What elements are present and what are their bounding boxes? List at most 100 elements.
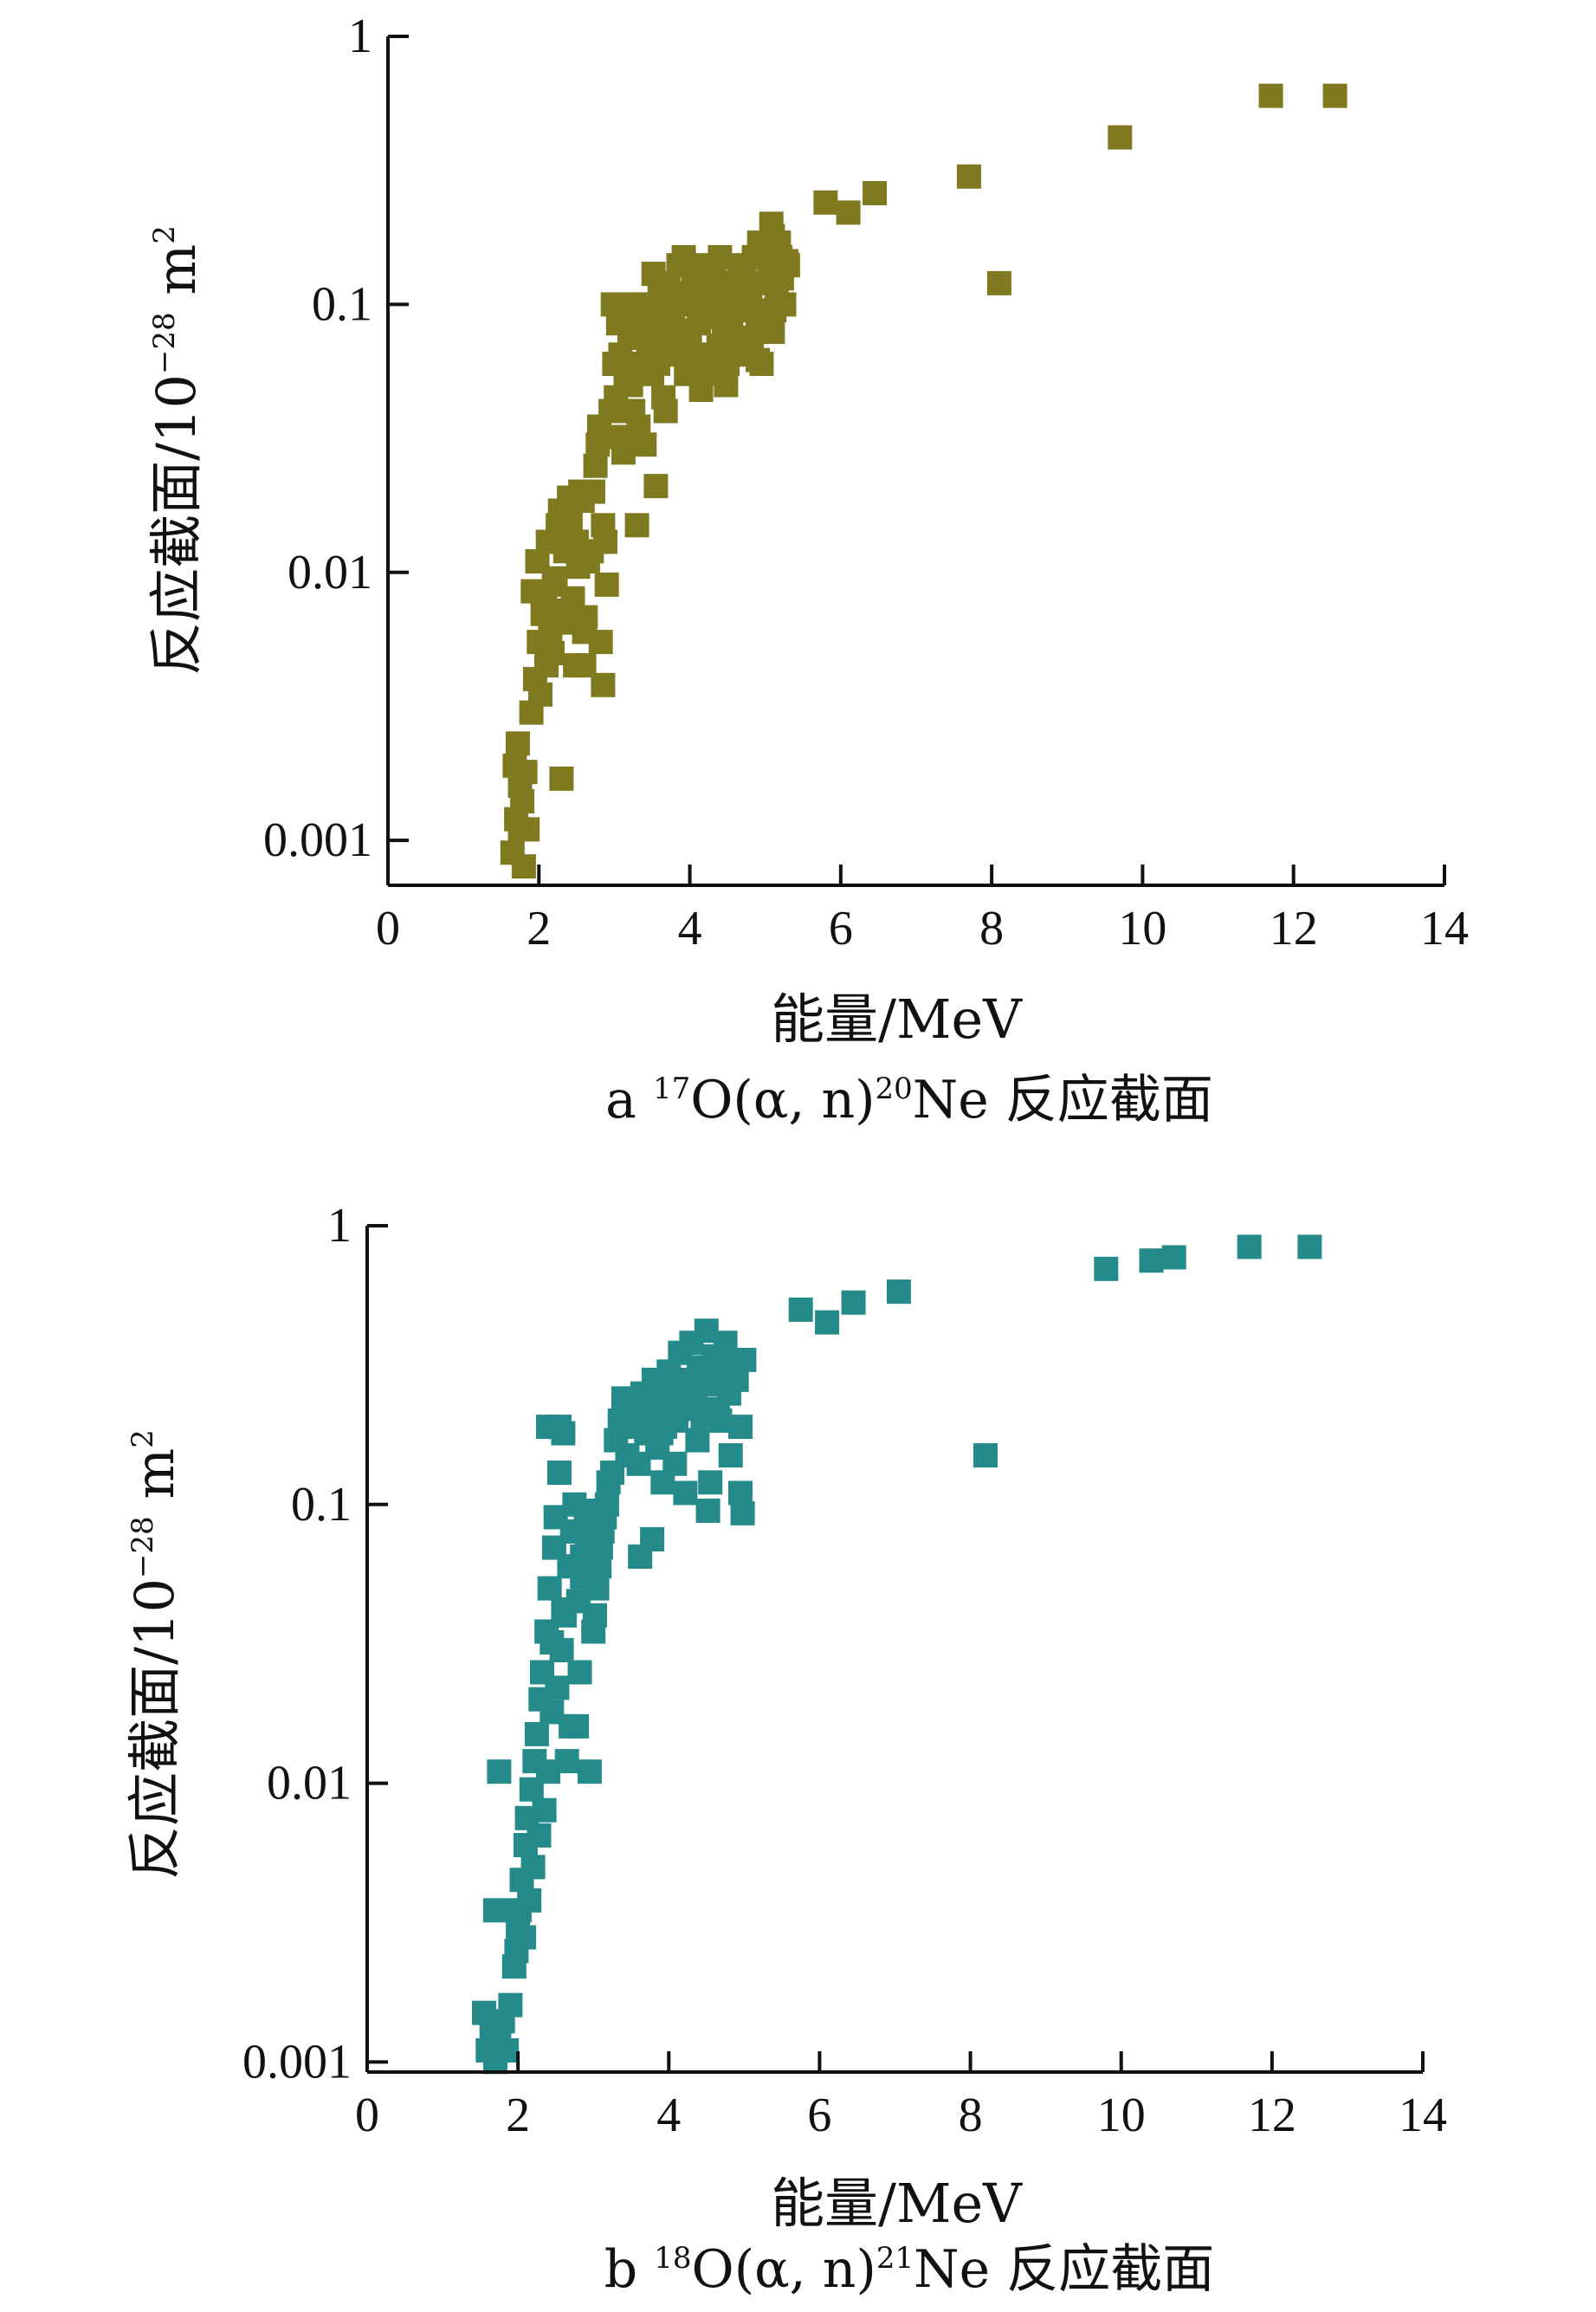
panel-b-point — [886, 1279, 911, 1305]
panel-a-y-tick-label: 0.01 — [288, 546, 372, 599]
panel-a-x-tick-label: 8 — [979, 902, 1004, 955]
panel-b-point — [577, 1759, 602, 1784]
panel-b-point — [554, 1749, 579, 1774]
panel-a-x-tick-label: 12 — [1270, 902, 1318, 955]
panel-a-point — [688, 378, 714, 402]
panel-a-point — [507, 817, 533, 842]
panel-b-x-tick-label: 4 — [656, 2089, 681, 2142]
panel-b-point — [594, 1492, 619, 1517]
panel-b-x-tick-label: 12 — [1248, 2089, 1296, 2142]
panel-a-point — [573, 605, 598, 630]
panel-a-point — [593, 529, 617, 554]
panel-b-x-tick-label: 0 — [355, 2089, 379, 2142]
panel-a-point — [505, 731, 530, 756]
panel-b-point — [1139, 1248, 1164, 1273]
panel-b-point — [498, 1992, 523, 2017]
panel-a-point — [588, 630, 613, 655]
panel-a-point — [760, 320, 785, 345]
panel-b-point — [565, 1713, 590, 1739]
panel-a-point — [774, 249, 799, 274]
panel-a-xlabel: 能量/MeV — [771, 988, 1023, 1051]
panel-b-point — [640, 1527, 665, 1551]
panel-b-point — [567, 1660, 592, 1685]
panel-b-point — [728, 1480, 753, 1506]
panel-b-xlabel: 能量/MeV — [771, 2172, 1023, 2235]
panel-a-point — [746, 347, 770, 372]
panel-b-x-tick-label: 14 — [1399, 2089, 1447, 2142]
panel-a-y-tick-label: 0.1 — [312, 277, 372, 331]
panel-a-point — [510, 789, 535, 813]
panel-b-point — [732, 1347, 757, 1372]
panel-a-point — [513, 760, 538, 785]
panel-b-y-tick-label: 1 — [327, 1199, 352, 1253]
panel-a-y-tick-label: 1 — [348, 10, 372, 63]
panel-a-point — [549, 766, 574, 791]
panel-b-caption: b 18O(α, n)21Ne 反应截面 — [604, 2239, 1214, 2300]
panel-a-point — [863, 181, 888, 205]
panel-a-caption: a 17O(α, n)20Ne 反应截面 — [605, 1070, 1213, 1130]
panel-a-point — [585, 432, 611, 457]
panel-a-points — [500, 83, 1347, 879]
panel-a-x-tick-label: 6 — [829, 902, 853, 955]
panel-a-point — [836, 200, 861, 225]
panel-a-point — [1108, 125, 1133, 150]
panel-b-point — [570, 1564, 595, 1590]
panel-a-x-tick-label: 0 — [376, 902, 400, 955]
panel-b-y-tick-label: 0.1 — [291, 1478, 352, 1532]
panel-b-point — [695, 1499, 720, 1523]
panel-b-point — [545, 1675, 570, 1700]
panel-a-point — [581, 479, 605, 504]
panel-a-point — [762, 298, 787, 323]
panel-b-point — [512, 1925, 537, 1950]
panel-a-x-tick-label: 2 — [527, 902, 551, 955]
panel-b-point — [649, 1421, 674, 1446]
panel-b-point — [718, 1443, 743, 1468]
panel-a-point — [528, 682, 552, 707]
panel-b-point — [532, 1797, 557, 1823]
panel-a-point — [540, 640, 565, 665]
panel-b-point — [537, 1576, 562, 1601]
panel-a-point — [626, 414, 651, 439]
panel-b-points — [472, 1234, 1322, 2075]
panel-b-x-tick-label: 6 — [807, 2089, 831, 2142]
panel-b-ylabel: 反应截面/10−28 m2 — [123, 1429, 186, 1880]
panel-b-point — [1161, 1245, 1186, 1270]
panel-b-point — [728, 1415, 753, 1440]
panel-a-point — [618, 372, 643, 398]
panel-b-point — [841, 1290, 866, 1315]
panel-b-point — [551, 1597, 576, 1622]
panel-b-point — [524, 1721, 549, 1746]
panel-b-point — [527, 1823, 552, 1848]
panel-b-point — [973, 1443, 998, 1468]
panel-b-point — [1297, 1234, 1322, 1260]
panel-b-point — [730, 1500, 755, 1525]
panel-b-point — [815, 1310, 840, 1335]
panel-b-point — [698, 1470, 723, 1495]
panel-b-point — [487, 1759, 512, 1784]
panel-a-point — [653, 398, 678, 424]
panel-a-y-tick-label: 0.001 — [263, 813, 372, 867]
panel-b-point — [507, 1898, 532, 1923]
panel-a-x-tick-label: 10 — [1118, 902, 1166, 955]
panel-b-point — [1094, 1256, 1119, 1281]
panel-a-point — [624, 513, 649, 538]
panel-a-point — [675, 334, 701, 359]
panel-a-point — [813, 190, 838, 215]
panel-a-point — [1258, 83, 1283, 108]
panel-b-x-tick-label: 8 — [959, 2089, 983, 2142]
panel-b-point — [547, 1460, 572, 1486]
panel-b-x-tick-label: 2 — [506, 2089, 530, 2142]
panel-b-point — [540, 1630, 565, 1655]
panel-a-point — [591, 672, 616, 697]
panel-a-point — [957, 164, 981, 189]
panel-a-point — [583, 453, 608, 478]
panel-b-point — [788, 1297, 813, 1322]
panel-a-point — [643, 474, 669, 499]
panel-a-point — [711, 355, 736, 380]
panel-a-point — [511, 854, 536, 879]
panel-b-y-tick-label: 0.001 — [242, 2035, 352, 2089]
panel-b-point — [520, 1855, 546, 1880]
panel-b-point — [483, 1898, 507, 1923]
panel-b-point — [1237, 1234, 1262, 1260]
